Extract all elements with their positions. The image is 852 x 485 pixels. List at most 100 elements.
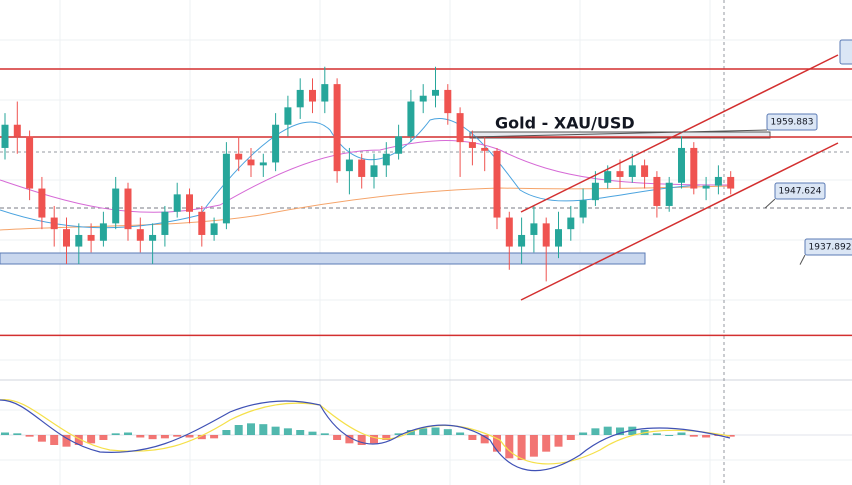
candle-body	[555, 229, 562, 247]
macd-bar	[357, 435, 366, 445]
candle-body	[468, 142, 476, 148]
candle-body	[87, 234, 95, 241]
macd-bar	[616, 427, 624, 435]
candle-body	[432, 89, 439, 96]
macd-bar	[87, 435, 96, 444]
candle-body	[124, 188, 132, 230]
candle-body	[149, 234, 157, 241]
macd-bar	[579, 432, 588, 435]
candle-body	[628, 165, 636, 177]
candle-body	[26, 136, 34, 189]
candle-body	[63, 229, 70, 247]
candle-body	[38, 188, 46, 218]
macd-bar	[517, 435, 526, 460]
macd-bar	[234, 425, 243, 435]
support-zone	[0, 252, 646, 265]
macd-bar	[13, 433, 22, 435]
macd-bar	[173, 435, 182, 437]
candle-body	[456, 113, 464, 143]
macd-bar	[406, 430, 415, 435]
candle-body	[395, 136, 403, 154]
candle-body	[678, 147, 685, 183]
macd-bar	[25, 435, 34, 437]
candle-body	[321, 84, 329, 102]
macd-bar	[197, 435, 206, 440]
candle-body	[309, 89, 316, 102]
macd-bar	[247, 423, 255, 435]
candle-body	[173, 194, 181, 212]
macd-bar	[431, 427, 440, 435]
macd-bar	[554, 435, 563, 447]
candle-body	[604, 171, 612, 183]
macd-bar	[62, 435, 71, 447]
macd-bar	[456, 432, 465, 435]
macd-bar	[222, 430, 231, 435]
candle-body	[382, 153, 390, 166]
candle-body	[333, 84, 341, 172]
resistance-zone	[469, 131, 771, 139]
candle-body	[136, 229, 144, 241]
macd-bar	[652, 433, 661, 435]
candle-body	[444, 89, 452, 114]
price-label-leader	[471, 129, 768, 138]
candle-body	[641, 165, 649, 177]
macd-bar	[296, 430, 305, 435]
macd-line	[0, 399, 731, 472]
candle-body	[75, 234, 83, 247]
price-label-box	[766, 113, 818, 131]
candle-body	[112, 188, 120, 224]
macd-bar	[726, 435, 735, 437]
candle-body	[161, 211, 169, 235]
macd-bar	[99, 435, 108, 440]
price-label: 1937.892	[809, 243, 852, 253]
price-label-box	[839, 39, 852, 65]
candle-body	[247, 159, 255, 166]
channel-lower	[520, 142, 839, 301]
candle-body	[616, 171, 624, 177]
candle-body	[222, 153, 230, 224]
candle-body	[370, 165, 378, 177]
macd-bar	[308, 431, 317, 435]
candle-body	[653, 176, 661, 206]
candle-body	[210, 223, 218, 235]
candle-body	[542, 223, 550, 247]
macd-bar	[529, 435, 538, 457]
candle-body	[13, 124, 21, 137]
macd-bar	[185, 435, 194, 438]
macd-bar	[210, 435, 219, 439]
candle-body	[727, 176, 735, 189]
macd-bar	[468, 435, 477, 440]
candle-body	[714, 176, 722, 186]
candle-body	[284, 107, 292, 125]
candle-body	[1, 124, 9, 148]
macd-bar	[689, 435, 698, 437]
candle-body	[235, 153, 243, 160]
macd-signal-line	[0, 399, 731, 465]
macd-bar	[271, 426, 280, 435]
candle-body	[186, 194, 193, 212]
macd-bar	[124, 432, 132, 435]
macd-bar	[542, 435, 551, 452]
price-label: 1947.624	[779, 187, 822, 197]
macd-bar	[283, 428, 292, 435]
macd-bar	[443, 429, 452, 435]
macd-bar	[480, 435, 489, 444]
macd-bar	[160, 435, 169, 439]
price-label-box	[804, 238, 852, 256]
candle-body	[198, 211, 206, 235]
macd-bar	[37, 435, 46, 442]
price-label: 1959.883	[771, 118, 814, 128]
candle-body	[505, 217, 513, 247]
macd-bar	[1, 432, 9, 435]
macd-bar	[333, 435, 342, 440]
macd-bar	[591, 428, 600, 435]
candle-body	[579, 200, 587, 218]
candle-body	[481, 147, 489, 151]
macd-bar	[345, 435, 354, 444]
candle-body	[272, 124, 280, 163]
candle-body	[518, 234, 526, 247]
price-label-box	[774, 182, 826, 200]
macd-bar	[111, 433, 120, 435]
